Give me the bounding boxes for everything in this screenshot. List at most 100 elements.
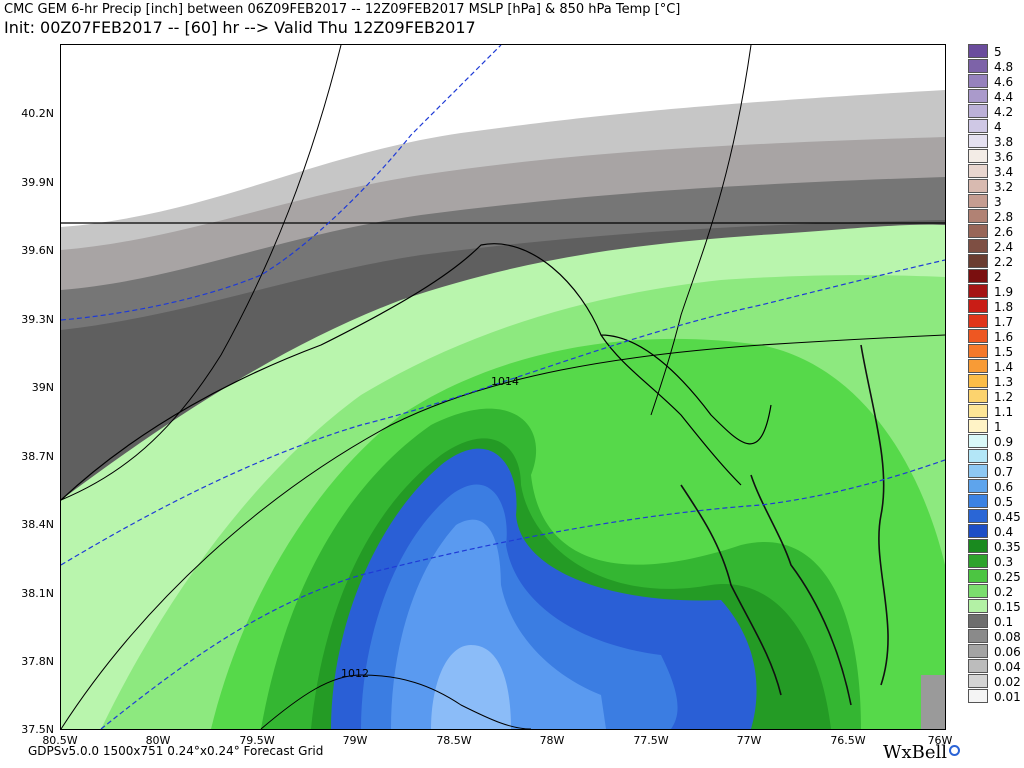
lat-label: 40.2N bbox=[21, 107, 54, 120]
scale-swatch bbox=[968, 569, 988, 583]
scale-label: 4.6 bbox=[994, 75, 1014, 89]
scale-label: 1.1 bbox=[994, 405, 1014, 419]
scale-label: 3.4 bbox=[994, 165, 1014, 179]
scale-swatch bbox=[968, 539, 988, 553]
scale-label: 0.45 bbox=[994, 510, 1021, 524]
bay-outline-east bbox=[860, 344, 889, 686]
scale-label: 3.2 bbox=[994, 180, 1014, 194]
scale-label: 1.5 bbox=[994, 345, 1014, 359]
forecast-map: 1014 1012 bbox=[60, 44, 946, 730]
scale-label: 0.06 bbox=[994, 645, 1021, 659]
isobar-label-1012: 1012 bbox=[341, 667, 369, 680]
scale-label: 0.35 bbox=[994, 540, 1021, 554]
scale-label: 2.8 bbox=[994, 210, 1014, 224]
scale-swatch bbox=[968, 419, 988, 433]
scale-swatch bbox=[968, 434, 988, 448]
scale-label: 0.04 bbox=[994, 660, 1021, 674]
scale-label: 3 bbox=[994, 195, 1002, 209]
scale-label: 1.2 bbox=[994, 390, 1014, 404]
scale-swatch bbox=[968, 404, 988, 418]
scale-swatch bbox=[968, 149, 988, 163]
lat-label: 37.5N bbox=[21, 723, 54, 736]
scale-swatch bbox=[968, 164, 988, 178]
scale-swatch bbox=[968, 89, 988, 103]
scale-label: 2.4 bbox=[994, 240, 1014, 254]
precip-060 bbox=[431, 645, 511, 729]
scale-label: 1 bbox=[994, 420, 1002, 434]
scale-label: 0.1 bbox=[994, 615, 1014, 629]
scale-swatch bbox=[968, 674, 988, 688]
lat-label: 39N bbox=[31, 381, 54, 394]
scale-swatch bbox=[968, 494, 988, 508]
scale-swatch bbox=[968, 329, 988, 343]
scale-swatch bbox=[968, 644, 988, 658]
scale-swatch bbox=[968, 359, 988, 373]
scale-swatch bbox=[968, 209, 988, 223]
scale-swatch bbox=[968, 599, 988, 613]
isobar-label-1014: 1014 bbox=[491, 375, 519, 388]
scale-label: 2.2 bbox=[994, 255, 1014, 269]
scale-label: 4.8 bbox=[994, 60, 1014, 74]
scale-swatch bbox=[968, 314, 988, 328]
lon-label: 77.5W bbox=[633, 734, 669, 747]
scale-swatch bbox=[968, 74, 988, 88]
scale-swatch bbox=[968, 59, 988, 73]
temp-contour-1 bbox=[61, 45, 502, 321]
lon-label: 79W bbox=[342, 734, 368, 747]
lon-label: 77W bbox=[736, 734, 762, 747]
scale-swatch bbox=[968, 224, 988, 238]
lat-label: 39.9N bbox=[21, 176, 54, 189]
brand-logo: WxBell bbox=[883, 742, 961, 763]
scale-swatch bbox=[968, 659, 988, 673]
scale-label: 1.3 bbox=[994, 375, 1014, 389]
scale-label: 0.4 bbox=[994, 525, 1014, 539]
scale-label: 0.02 bbox=[994, 675, 1021, 689]
scale-swatch bbox=[968, 134, 988, 148]
scale-swatch bbox=[968, 374, 988, 388]
scale-swatch bbox=[968, 104, 988, 118]
lon-label: 80.5W bbox=[42, 734, 78, 747]
isobar-1014 bbox=[61, 334, 945, 729]
scale-label: 0.7 bbox=[994, 465, 1014, 479]
scale-swatch bbox=[968, 524, 988, 538]
scale-swatch bbox=[968, 629, 988, 643]
state-borders bbox=[61, 222, 945, 501]
scale-label: 0.6 bbox=[994, 480, 1014, 494]
brand-dot-icon bbox=[949, 745, 961, 756]
scale-label: 2.6 bbox=[994, 225, 1014, 239]
scale-label: 0.08 bbox=[994, 630, 1021, 644]
scale-label: 4.4 bbox=[994, 90, 1014, 104]
scale-swatch bbox=[968, 44, 988, 58]
lon-label: 78W bbox=[539, 734, 565, 747]
scale-label: 1.6 bbox=[994, 330, 1014, 344]
scale-label: 0.2 bbox=[994, 585, 1014, 599]
scale-swatch bbox=[968, 389, 988, 403]
scale-swatch bbox=[968, 194, 988, 208]
border-va-md bbox=[600, 334, 742, 486]
temp-850-contours bbox=[61, 45, 945, 729]
scale-label: 0.15 bbox=[994, 600, 1021, 614]
scale-swatch bbox=[968, 119, 988, 133]
isobar-east bbox=[650, 45, 752, 416]
scale-swatch bbox=[968, 269, 988, 283]
lat-label: 38.4N bbox=[21, 518, 54, 531]
scale-label: 5 bbox=[994, 45, 1002, 59]
bay-outline-west bbox=[680, 484, 782, 696]
border-wv-va bbox=[61, 243, 772, 501]
map-svg: 1014 1012 bbox=[61, 45, 945, 729]
bay-outline-inner bbox=[750, 474, 852, 706]
lat-label: 37.8N bbox=[21, 655, 54, 668]
bay-water-outlines bbox=[680, 344, 889, 706]
title-line-2: Init: 00Z07FEB2017 -- [60] hr --> Valid … bbox=[4, 18, 476, 37]
scale-label: 0.8 bbox=[994, 450, 1014, 464]
scale-label: 0.5 bbox=[994, 495, 1014, 509]
scale-label: 1.7 bbox=[994, 315, 1014, 329]
lon-label: 78.5W bbox=[436, 734, 472, 747]
scale-label: 0.3 bbox=[994, 555, 1014, 569]
scale-swatch bbox=[968, 509, 988, 523]
lon-label: 76W bbox=[927, 734, 953, 747]
scale-swatch bbox=[968, 614, 988, 628]
scale-label: 4 bbox=[994, 120, 1002, 134]
lon-label: 80W bbox=[145, 734, 171, 747]
isobars bbox=[61, 45, 945, 729]
